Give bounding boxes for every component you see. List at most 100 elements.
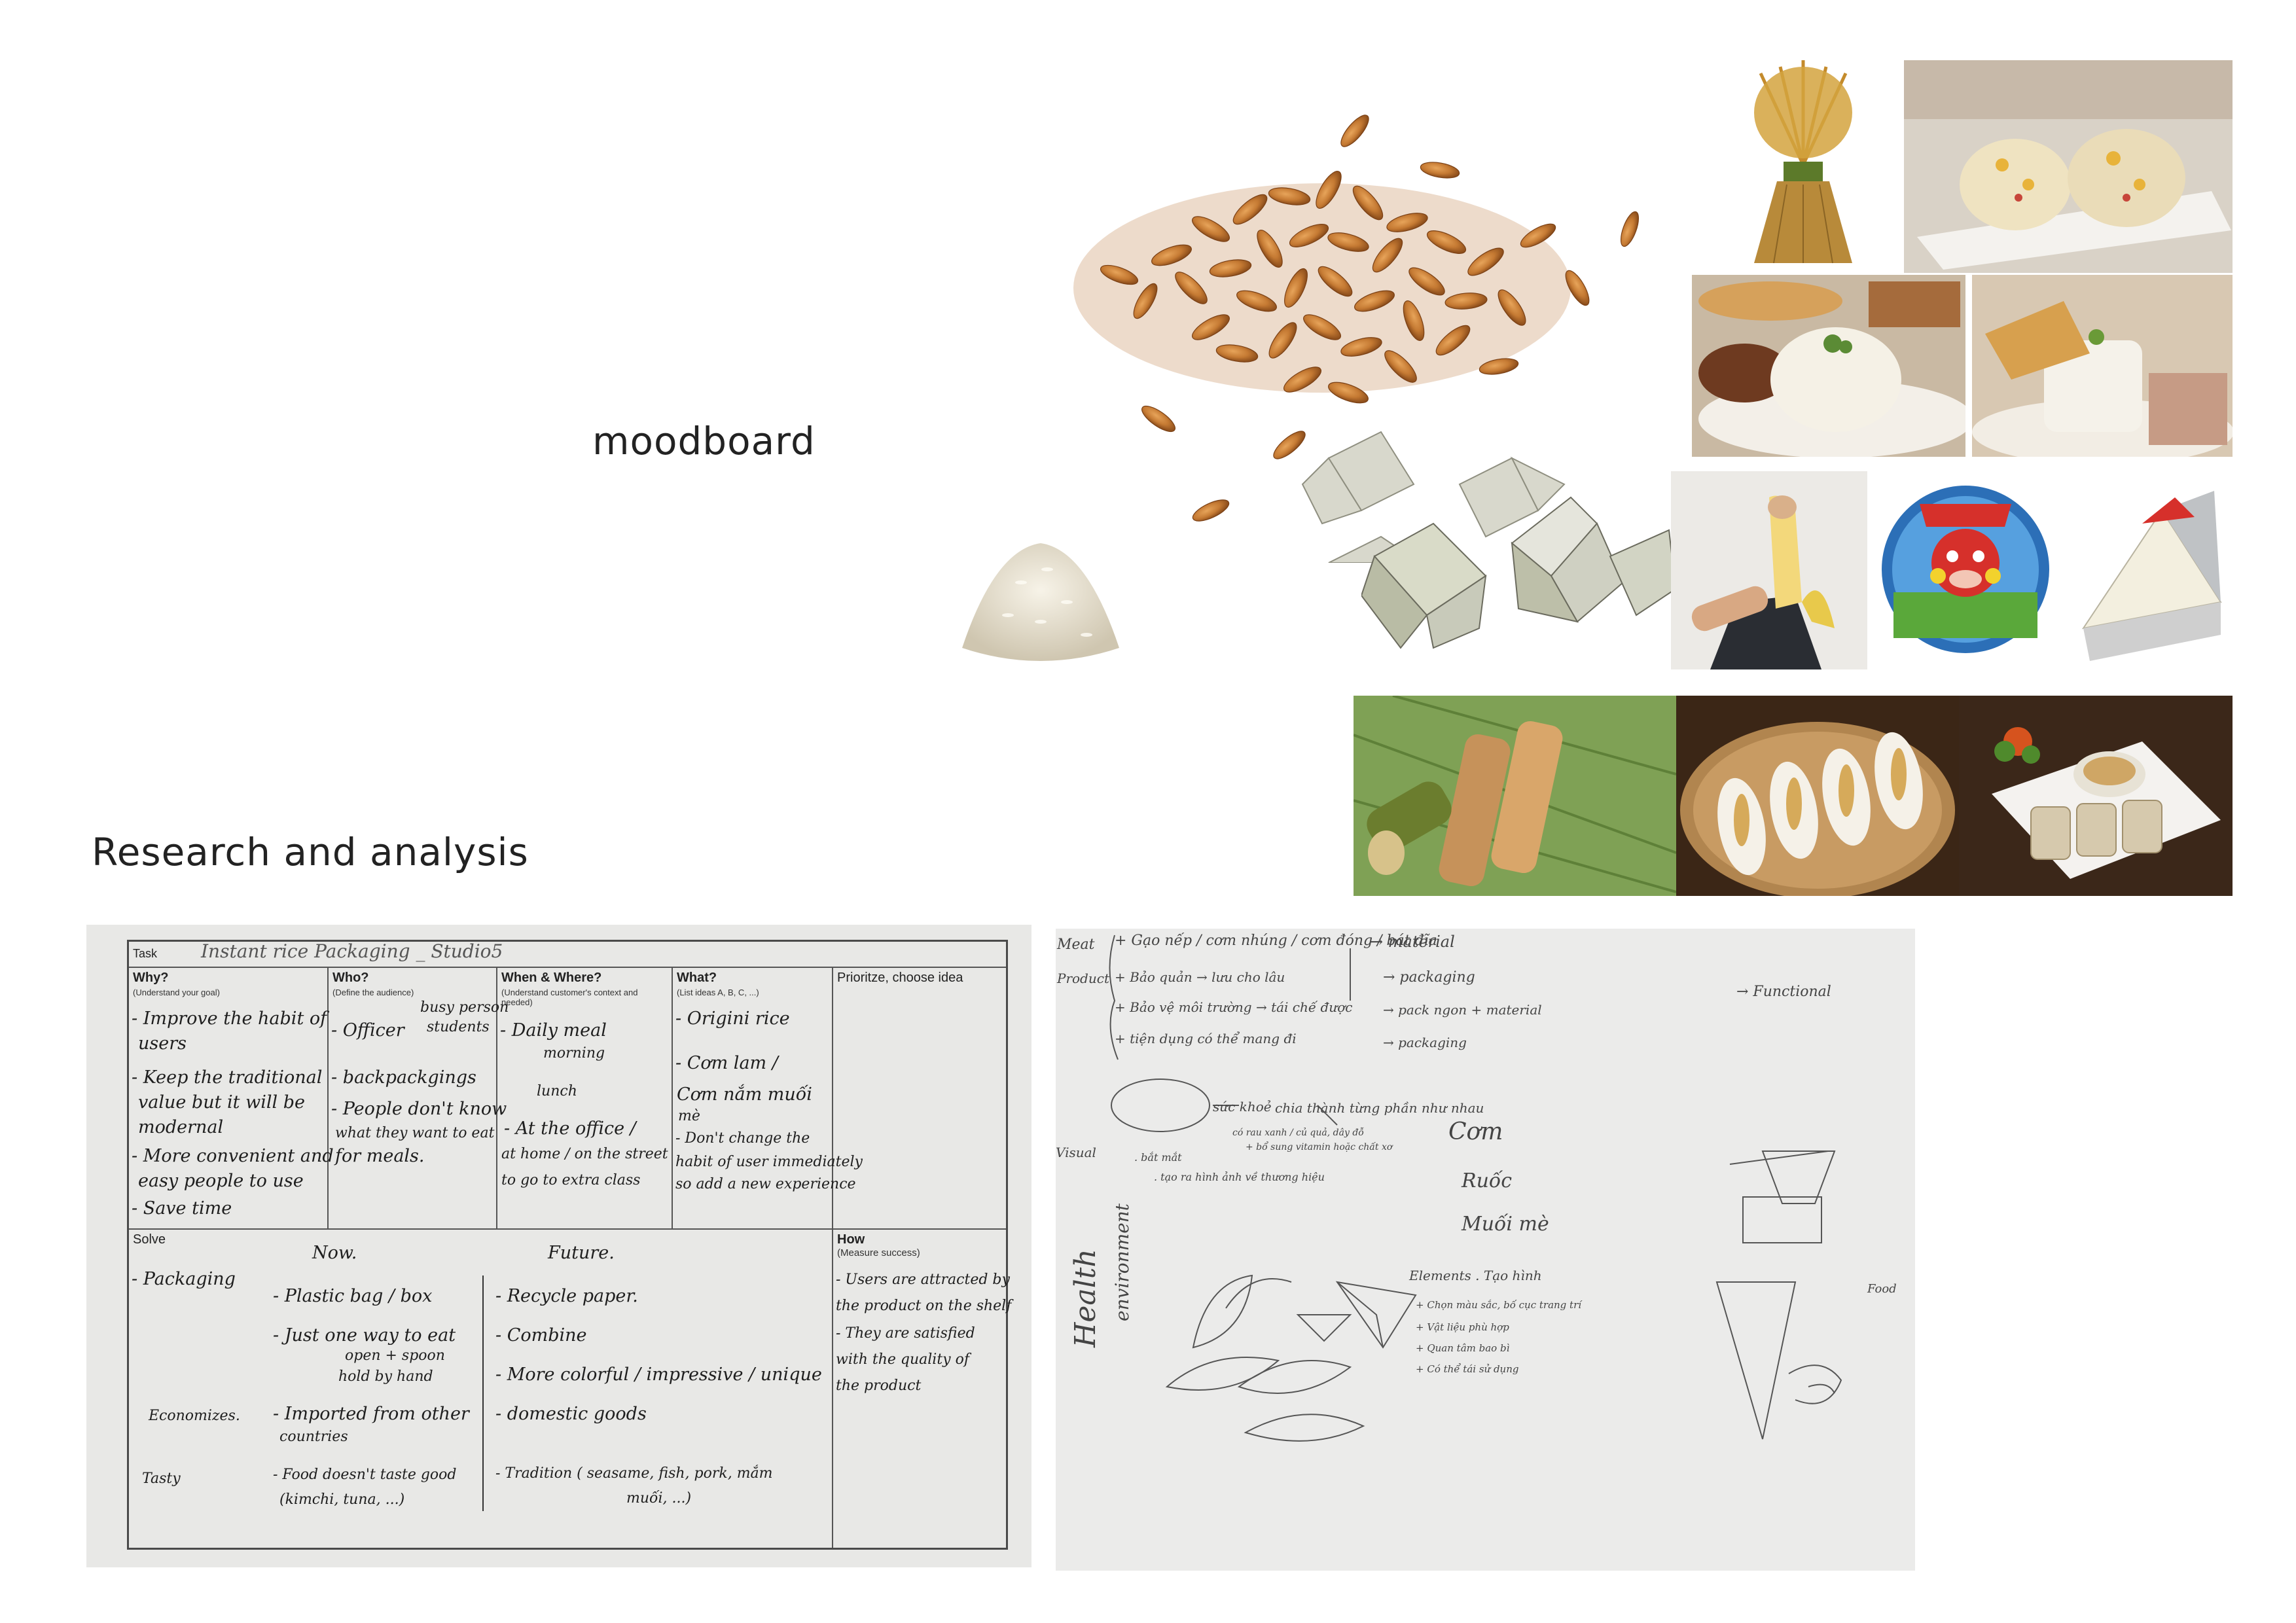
future-note: muối, ...): [626, 1490, 692, 1507]
now-note: hold by hand: [338, 1368, 433, 1385]
solve-row-label: - Packaging: [132, 1269, 236, 1289]
who-subtitle: (Define the audience): [332, 988, 414, 997]
banana-peeling-image: [1671, 471, 1867, 669]
now-note: - Food doesn't taste good: [273, 1467, 457, 1483]
when-note: - At the office /: [504, 1118, 636, 1139]
sketch-note: → packaging: [1383, 1035, 1467, 1050]
moodboard-heading: moodboard: [592, 419, 816, 463]
rice-sheaf-image: [1721, 54, 1885, 270]
why-subtitle: (Understand your goal): [133, 988, 220, 997]
bamboo-rice-image: [1354, 696, 1676, 896]
sketch-note: Elements . Tạo hình: [1409, 1268, 1542, 1283]
sketch-note: . bắt mắt: [1134, 1151, 1182, 1164]
who-note: - People don't know: [331, 1099, 507, 1119]
sketch-note: có rau xanh / củ quả, dây đỗ: [1232, 1128, 1364, 1138]
how-note: the product: [836, 1378, 922, 1394]
sketch-note: + tiện dụng có thể mang đi: [1115, 1031, 1297, 1046]
rice-balls-image: [1904, 60, 2233, 273]
sketch-note: → packaging: [1383, 969, 1475, 986]
when-note: - Daily meal: [500, 1020, 607, 1041]
rice-rolls-dish-image: [1959, 696, 2233, 896]
future-note: - Tradition ( seasame, fish, pork, mắm: [495, 1465, 773, 1482]
sketch-note: → pack ngon + material: [1383, 1002, 1542, 1018]
solve-row-label: Economizes.: [149, 1408, 240, 1424]
what-note: so add a new experience: [675, 1176, 856, 1192]
sketch-side-label: Visual: [1056, 1145, 1096, 1160]
cheese-box-image: [1867, 471, 2064, 669]
who-note: busy person: [420, 999, 509, 1016]
sketch-note: + bổ sung vitamin hoặc chất xơ: [1246, 1142, 1393, 1152]
how-note: the product on the shelf: [836, 1298, 1012, 1314]
sketch-note: chia thành từng phần như nhau: [1275, 1100, 1484, 1116]
sketch-note: Ruốc: [1462, 1169, 1513, 1192]
cheese-wedge-image: [2064, 471, 2233, 669]
who-note: - backpackgings: [331, 1067, 476, 1088]
future-note: - Recycle paper.: [495, 1286, 638, 1306]
what-subtitle: (List ideas A, B, C, ...): [677, 988, 759, 997]
now-note: - Plastic bag / box: [273, 1286, 433, 1306]
sketch-note: + Có thể tái sử dụng: [1416, 1363, 1519, 1375]
how-note: with the quality of: [836, 1351, 969, 1368]
future-label: Future.: [548, 1243, 615, 1263]
why-note: modernal: [138, 1117, 224, 1137]
why-column: Why? (Understand your goal) - Improve th…: [129, 968, 334, 1230]
white-rice-image: [962, 543, 1119, 661]
now-note: - Just one way to eat: [273, 1325, 456, 1346]
prioritize-column: Prioritze, choose idea: [833, 968, 1006, 1230]
what-title: What?: [677, 971, 717, 985]
future-note: - Combine: [495, 1325, 587, 1346]
how-subtitle: (Measure success): [837, 1247, 920, 1258]
sketch-note: environment: [1111, 1203, 1133, 1321]
sketch-note: + Bảo quản → lưu cho lâu: [1115, 969, 1285, 985]
what-note: habit of user immediately: [675, 1154, 863, 1170]
sketch-side-label: Product: [1057, 971, 1109, 986]
solve-row-label: Tasty: [142, 1471, 181, 1487]
when-note: morning: [543, 1045, 605, 1061]
why-note: value but it will be: [138, 1092, 305, 1113]
task-value: Instant rice Packaging _ Studio5: [201, 940, 503, 962]
prioritize-title: Prioritze, choose idea: [837, 971, 963, 985]
now-note: - Imported from other: [273, 1404, 469, 1424]
now-label: Now.: [312, 1243, 357, 1263]
now-note: countries: [279, 1429, 348, 1445]
sketch-note: + Chọn màu sắc, bố cục trang trí: [1416, 1299, 1582, 1311]
how-title: How: [837, 1232, 865, 1247]
why-note: easy people to use: [138, 1171, 304, 1191]
solve-label: Solve: [133, 1232, 166, 1247]
who-note: what they want to eat: [335, 1125, 495, 1141]
worksheet-table: Task Instant rice Packaging _ Studio5 Wh…: [127, 940, 1011, 1550]
sketch-side-label: Meat: [1057, 936, 1095, 953]
origami-boxes-image: [1361, 496, 1676, 649]
when-note: at home / on the street: [501, 1146, 668, 1162]
solve-block: Solve Now. Future. - Packaging Economize…: [129, 1230, 833, 1548]
sketch-note: + Gạo nếp / cơm nhúng / cơm đóng / bát đ…: [1115, 933, 1437, 949]
sketch-note: Food: [1867, 1282, 1897, 1296]
now-note: (kimchi, tuna, ...): [279, 1491, 405, 1508]
sketch-note: Health: [1069, 1249, 1102, 1347]
research-worksheet: Task Instant rice Packaging _ Studio5 Wh…: [86, 925, 1031, 1567]
pencil-drawings: [1109, 935, 1842, 1442]
sketch-note: + Quan tâm bao bì: [1416, 1342, 1510, 1354]
how-column: How (Measure success) - Users are attrac…: [833, 1230, 1011, 1548]
task-label: Task: [133, 947, 158, 960]
sketch-note: → Functional: [1736, 984, 1831, 1000]
future-note: - domestic goods: [495, 1404, 647, 1424]
who-column: Who? (Define the audience) - Officer bus…: [329, 968, 509, 1230]
why-note: - More convenient and: [132, 1146, 334, 1166]
sketch-note: Muối mè: [1462, 1213, 1549, 1236]
sketch-note: + Bảo vệ môi trường → tái chế được: [1115, 999, 1353, 1015]
how-note: - Users are attracted by: [836, 1272, 1010, 1288]
future-note: - More colorful / impressive / unique: [495, 1364, 822, 1385]
what-note: Cơm nắm muối: [677, 1084, 812, 1105]
when-note: lunch: [537, 1083, 577, 1099]
research-heading: Research and analysis: [92, 830, 529, 874]
why-note: - Improve the habit of: [132, 1008, 327, 1029]
sketch-note: . tạo ra hình ảnh về thương hiệu: [1154, 1171, 1325, 1183]
when-title: When & Where?: [501, 971, 602, 985]
how-note: - They are satisfied: [836, 1325, 975, 1342]
why-note: - Keep the traditional: [132, 1067, 323, 1088]
now-note: open + spoon: [345, 1347, 445, 1364]
sketch-note: → material: [1370, 933, 1455, 951]
why-note: users: [138, 1033, 187, 1054]
sketch-note: sức khoẻ: [1213, 1099, 1272, 1115]
